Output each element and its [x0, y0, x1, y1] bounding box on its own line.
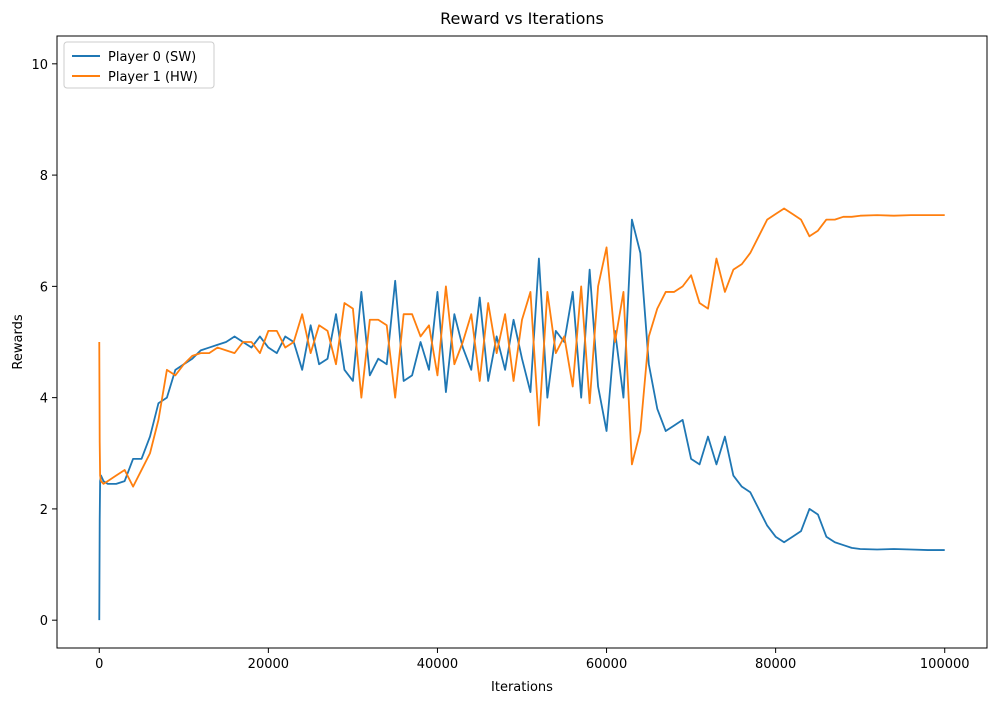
y-tick-label: 10 [31, 58, 48, 73]
y-tick-label: 0 [40, 614, 48, 629]
chart-title: Reward vs Iterations [440, 9, 604, 28]
y-tick-label: 4 [40, 392, 48, 407]
series-line-player-0 [98, 218, 945, 621]
y-axis: 0 2 4 6 8 10 [31, 58, 57, 629]
y-tick-label: 2 [40, 503, 48, 518]
x-axis-label: Iterations [491, 680, 553, 695]
legend-label: Player 0 (SW) [108, 50, 196, 65]
x-tick-label: 80000 [755, 657, 796, 672]
y-tick-label: 8 [40, 169, 48, 184]
axes-frame [56, 35, 988, 649]
y-axis-label: Rewards [11, 314, 26, 369]
legend-label: Player 1 (HW) [108, 70, 198, 85]
x-axis: 0 20000 40000 60000 80000 100000 [95, 648, 970, 672]
x-tick-label: 20000 [248, 657, 289, 672]
legend: Player 0 (SW) Player 1 (HW) [63, 41, 215, 89]
series-line-player-1 [98, 207, 945, 488]
x-tick-label: 100000 [920, 657, 970, 672]
legend-box [63, 41, 215, 89]
x-tick-label: 40000 [417, 657, 458, 672]
x-tick-label: 0 [95, 657, 103, 672]
series-layer [98, 207, 945, 621]
y-tick-label: 6 [40, 280, 48, 295]
x-tick-label: 60000 [586, 657, 627, 672]
